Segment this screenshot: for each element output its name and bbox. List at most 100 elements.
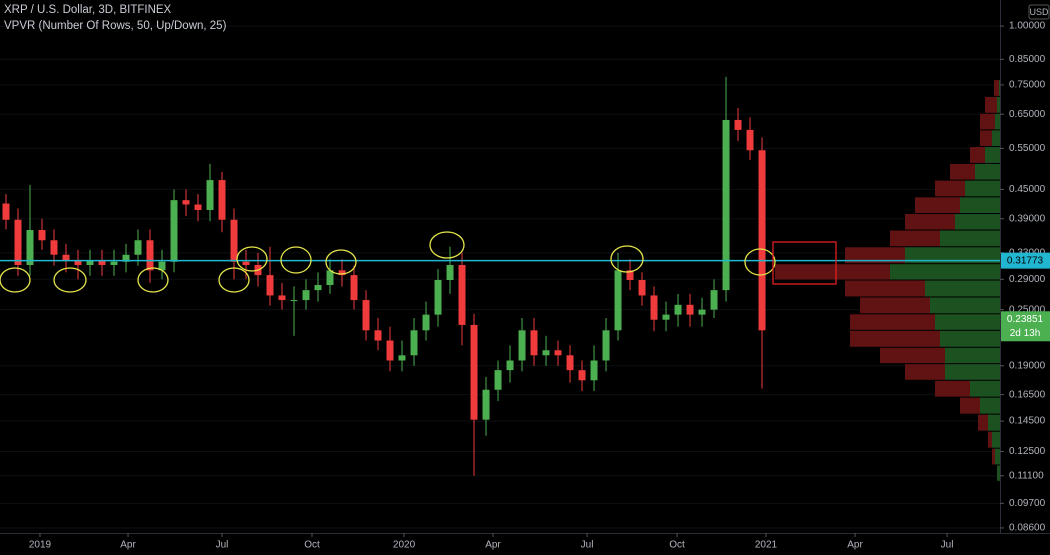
y-tick-label: 0.55000 bbox=[1009, 143, 1046, 154]
x-tick-label: Apr bbox=[120, 540, 136, 551]
candle-body bbox=[50, 240, 58, 255]
profile-down-bar bbox=[880, 347, 945, 364]
profile-up-bar bbox=[988, 414, 1000, 431]
x-tick-label: Jul bbox=[941, 540, 954, 551]
x-tick-label: Apr bbox=[847, 540, 863, 551]
profile-up-bar bbox=[997, 96, 1000, 113]
y-tick-label: 0.29000 bbox=[1009, 274, 1046, 285]
profile-up-bar bbox=[995, 448, 1000, 465]
highlight-box bbox=[772, 241, 837, 285]
chart-title: XRP / U.S. Dollar, 3D, BITFINEX bbox=[4, 4, 172, 16]
y-tick-label: 0.16500 bbox=[1009, 389, 1046, 400]
candle-body bbox=[14, 219, 22, 265]
x-tick-label: Jul bbox=[581, 540, 594, 551]
candle-body bbox=[98, 260, 106, 265]
volume-profile bbox=[775, 80, 1000, 481]
candle-body bbox=[146, 240, 154, 271]
candle-body bbox=[290, 300, 298, 302]
profile-down-bar bbox=[905, 214, 955, 230]
candle-body bbox=[614, 270, 622, 331]
profile-down-bar bbox=[980, 113, 995, 130]
profile-up-bar bbox=[960, 197, 1000, 214]
x-tick-label: Oct bbox=[669, 540, 685, 551]
candle-body bbox=[314, 285, 322, 291]
candle-body bbox=[650, 295, 658, 320]
x-tick-label: Jul bbox=[216, 540, 229, 551]
profile-up-bar bbox=[930, 297, 1000, 314]
candle-body bbox=[398, 355, 406, 361]
level-label: 0.31773 bbox=[1007, 255, 1044, 266]
candle-body bbox=[266, 275, 274, 296]
profile-down-bar bbox=[850, 330, 940, 347]
y-tick-label: 1.00000 bbox=[1009, 21, 1046, 32]
profile-down-bar bbox=[978, 414, 988, 431]
candle-body bbox=[458, 264, 466, 325]
profile-up-bar bbox=[965, 180, 1000, 197]
candle-body bbox=[674, 304, 682, 315]
y-tick-label: 0.39000 bbox=[1009, 213, 1046, 224]
profile-down-bar bbox=[970, 147, 985, 163]
candle-body bbox=[386, 340, 394, 361]
highlight-ellipse bbox=[218, 267, 250, 293]
candle-body bbox=[482, 389, 490, 420]
candle-body bbox=[374, 330, 382, 341]
axes: 1.00000 0.85000 0.75000 0.65000 0.55000 0.450… bbox=[29, 21, 1050, 551]
candle-body bbox=[530, 330, 538, 356]
candle-body bbox=[554, 350, 562, 356]
profile-down-bar bbox=[985, 96, 997, 113]
profile-up-bar bbox=[940, 230, 1000, 247]
y-tick-label: 0.75000 bbox=[1009, 80, 1046, 91]
highlight-ellipse bbox=[610, 245, 644, 273]
candle-body bbox=[734, 119, 742, 130]
annotations bbox=[0, 231, 837, 293]
profile-down-bar bbox=[845, 247, 905, 264]
profile-up-bar bbox=[925, 280, 1000, 297]
profile-up-bar bbox=[980, 397, 1000, 414]
candle-body bbox=[242, 261, 250, 265]
profile-up-bar bbox=[945, 364, 1000, 380]
y-tick-label: 0.25000 bbox=[1009, 304, 1046, 315]
x-tick-label: 2020 bbox=[393, 540, 416, 551]
last-price-box bbox=[1001, 311, 1050, 342]
profile-down-bar bbox=[775, 264, 890, 280]
profile-up-bar bbox=[999, 80, 1000, 96]
profile-up-bar bbox=[970, 380, 1000, 397]
profile-down-bar bbox=[915, 197, 960, 214]
candle-body bbox=[722, 119, 730, 291]
y-tick-label: 0.45000 bbox=[1009, 184, 1046, 195]
highlight-ellipse bbox=[280, 246, 312, 274]
x-tick-label: 2021 bbox=[755, 540, 778, 551]
candle-body bbox=[62, 254, 70, 261]
candle-body bbox=[2, 203, 10, 220]
x-tick-label: Apr bbox=[485, 540, 501, 551]
profile-up-bar bbox=[975, 163, 1000, 180]
candle-body bbox=[194, 204, 202, 210]
profile-down-bar bbox=[980, 130, 992, 147]
candle-body bbox=[566, 355, 574, 371]
currency-label[interactable]: USD bbox=[1029, 7, 1049, 17]
highlight-ellipse bbox=[325, 249, 357, 275]
candle-body bbox=[698, 309, 706, 315]
candle-body bbox=[170, 200, 178, 262]
highlight-ellipse bbox=[744, 248, 776, 276]
y-tick-label: 0.08600 bbox=[1009, 523, 1046, 534]
candle-body bbox=[758, 150, 766, 331]
y-tick-label: 0.65000 bbox=[1009, 109, 1046, 120]
currency-box[interactable] bbox=[1028, 4, 1050, 20]
candle-body bbox=[434, 280, 442, 315]
y-tick-label: 0.11100 bbox=[1009, 470, 1044, 481]
profile-up-bar bbox=[955, 214, 1000, 230]
level-label-box bbox=[1001, 252, 1050, 269]
x-tick-label: Oct bbox=[304, 540, 320, 551]
candle-body bbox=[110, 261, 118, 265]
candle-body bbox=[134, 240, 142, 255]
candle-body bbox=[710, 290, 718, 310]
profile-down-bar bbox=[950, 163, 975, 180]
profile-down-bar bbox=[994, 80, 999, 96]
candle-body bbox=[410, 330, 418, 356]
profile-down-bar bbox=[860, 297, 930, 314]
y-tick-label: 0.85000 bbox=[1009, 54, 1046, 65]
candle-body bbox=[686, 304, 694, 315]
profile-up-bar bbox=[997, 465, 1000, 481]
